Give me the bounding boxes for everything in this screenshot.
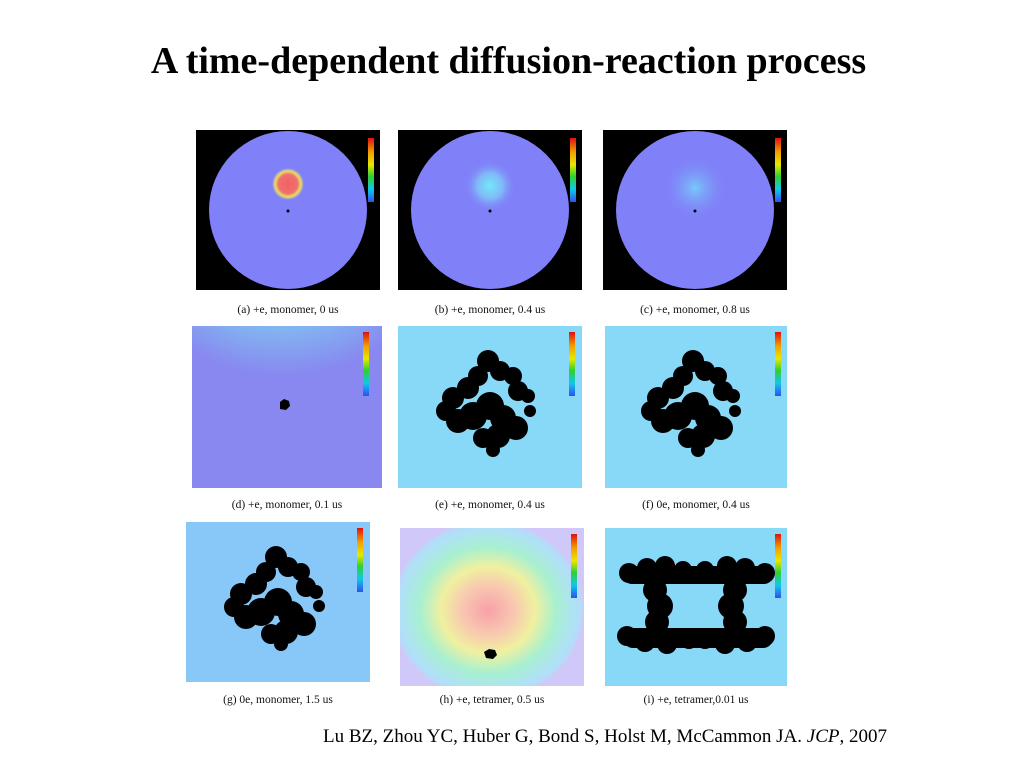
citation-authors: Lu BZ, Zhou YC, Huber G, Bond S, Holst M… [322, 726, 803, 747]
figure-panel-d [192, 326, 382, 488]
figure-panel-h [400, 528, 584, 686]
panel-caption-i: (i) +e, tetramer,0.01 us [643, 694, 749, 706]
panel-caption-e: (e) +e, monomer, 0.4 us [435, 499, 545, 511]
figure-panel-e [398, 326, 582, 488]
figure-panel-i [605, 528, 787, 686]
slide-title: A time-dependent diffusion-reaction proc… [150, 40, 867, 82]
figure-panel-a [196, 130, 380, 290]
panel-caption-h: (h) +e, tetramer, 0.5 us [439, 694, 545, 706]
figure-panel-f [605, 326, 787, 488]
panel-caption-g: (g) 0e, monomer, 1.5 us [223, 694, 333, 706]
figure-panel-b [398, 130, 582, 290]
figure-panel-c [603, 130, 787, 290]
panel-caption-f: (f) 0e, monomer, 0.4 us [642, 499, 750, 511]
panel-caption-c: (c) +e, monomer, 0.8 us [640, 304, 750, 316]
figure-panel-g [186, 522, 370, 682]
panel-caption-a: (a) +e, monomer, 0 us [237, 304, 339, 316]
panel-caption-d: (d) +e, monomer, 0.1 us [231, 499, 343, 511]
citation: Lu BZ, Zhou YC, Huber G, Bond S, Holst M… [230, 725, 980, 749]
citation-year: , 2007 [839, 726, 888, 747]
citation-journal: JCP [806, 726, 840, 747]
panel-caption-b: (b) +e, monomer, 0.4 us [434, 304, 546, 316]
